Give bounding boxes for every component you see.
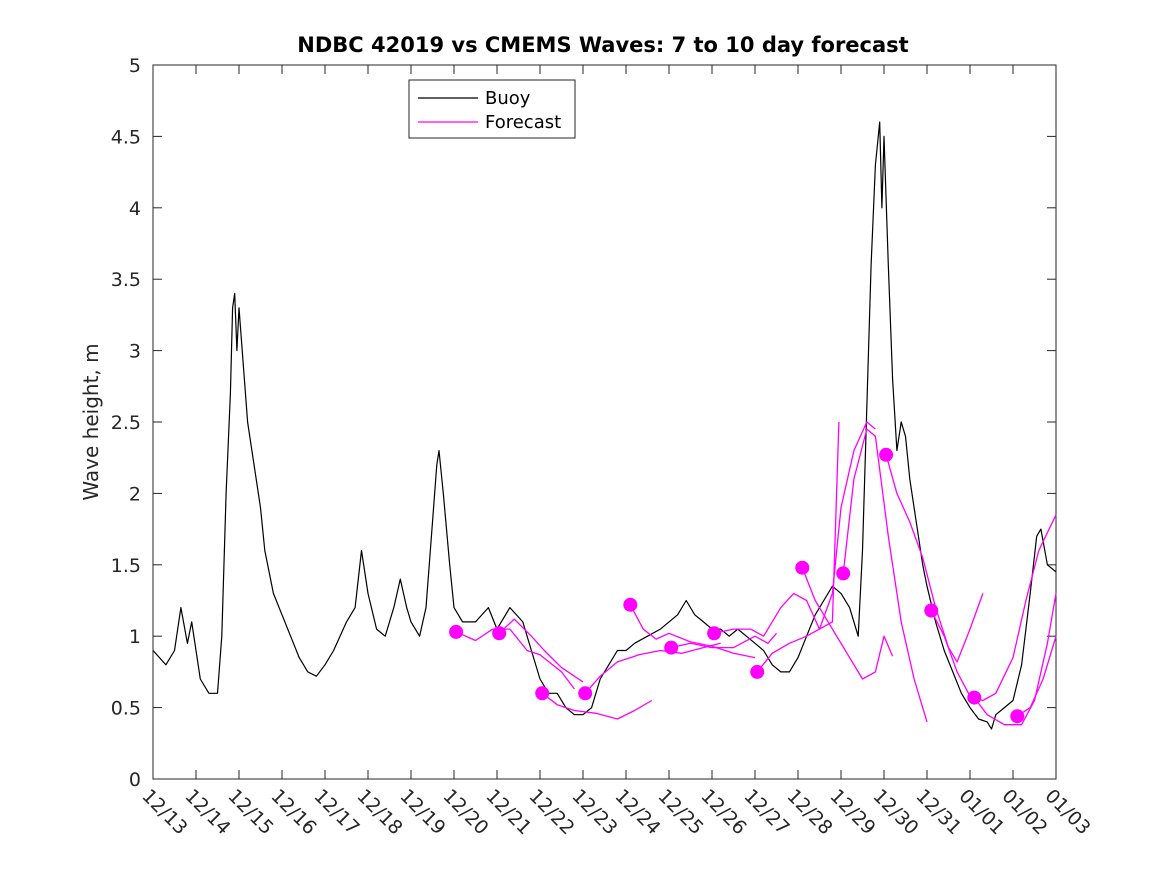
forecast-line bbox=[756, 421, 876, 673]
series-layer bbox=[152, 121, 1057, 730]
forecast-start-marker bbox=[879, 447, 894, 462]
forecast-line bbox=[629, 604, 756, 659]
y-tick-label: 0.5 bbox=[111, 698, 141, 720]
y-tick-label: 5 bbox=[129, 55, 141, 77]
y-tick-label: 3 bbox=[129, 341, 141, 363]
forecast-line bbox=[498, 618, 584, 683]
legend: Buoy Forecast bbox=[408, 79, 576, 139]
forecast-line bbox=[842, 428, 928, 723]
legend-buoy-label: Buoy bbox=[485, 88, 531, 109]
forecast-start-marker bbox=[535, 686, 550, 701]
plot-area bbox=[152, 64, 1057, 780]
y-tick-label: 4.5 bbox=[111, 126, 141, 148]
forecast-start-marker bbox=[449, 624, 464, 639]
y-tick-label: 0 bbox=[129, 769, 141, 791]
y-tick-label: 3.5 bbox=[111, 269, 141, 291]
y-tick-label: 1 bbox=[129, 626, 141, 648]
forecast-line bbox=[1016, 636, 1057, 717]
y-tick-label: 1.5 bbox=[111, 555, 141, 577]
forecast-line bbox=[713, 421, 840, 637]
forecast-start-marker bbox=[836, 566, 851, 581]
forecast-start-marker bbox=[664, 640, 679, 655]
y-axis: 0 0.5 1 1.5 2 2.5 3 3.5 4 4.5 5 bbox=[111, 55, 1056, 791]
forecast-start-marker bbox=[1010, 709, 1025, 724]
forecast-line bbox=[973, 593, 1057, 726]
y-tick-label: 4 bbox=[129, 198, 141, 220]
forecast-start-marker bbox=[492, 626, 507, 641]
forecast-start-marker bbox=[707, 626, 722, 641]
forecast-start-marker bbox=[623, 597, 638, 612]
forecast-line bbox=[930, 514, 1057, 702]
forecast-line bbox=[455, 628, 575, 690]
forecast-start-marker bbox=[750, 664, 765, 679]
chart-title: NDBC 42019 vs CMEMS Waves: 7 to 10 day f… bbox=[297, 33, 908, 57]
legend-forecast-label: Forecast bbox=[485, 112, 561, 133]
forecast-start-marker bbox=[924, 603, 939, 618]
forecast-start-marker bbox=[578, 686, 593, 701]
y-tick-label: 2.5 bbox=[111, 412, 141, 434]
forecast-line bbox=[801, 567, 894, 680]
y-tick-label: 2 bbox=[129, 483, 141, 505]
plot-frame bbox=[152, 64, 1057, 780]
forecast-start-marker bbox=[967, 690, 982, 705]
forecast-line bbox=[584, 642, 721, 694]
y-axis-label: Wave height, m bbox=[79, 343, 103, 500]
forecast-start-marker bbox=[795, 560, 810, 575]
forecast-line bbox=[541, 692, 653, 720]
forecast-line bbox=[671, 632, 777, 649]
legend-box bbox=[408, 79, 576, 139]
